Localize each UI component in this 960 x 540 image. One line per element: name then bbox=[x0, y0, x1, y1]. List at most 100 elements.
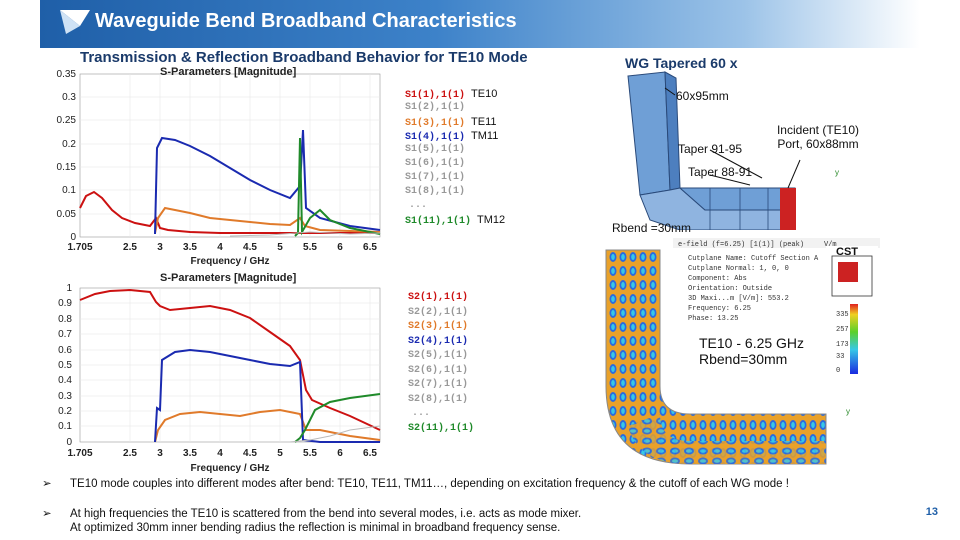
legend-top-8: S1(11),1(1) TM12 bbox=[405, 214, 506, 227]
field-prop-0: Cutplane Name: Cutoff Section A bbox=[688, 255, 819, 263]
x-tick-top-8: 6 bbox=[337, 242, 343, 253]
waveguide-3d-model: y bbox=[610, 70, 850, 230]
series-tm11-reflection bbox=[154, 129, 381, 235]
x-tick-bottom-1: 2.5 bbox=[123, 448, 137, 459]
y-tick-bottom-2: 0.8 bbox=[58, 314, 72, 325]
y-tick-bottom-1: 0.9 bbox=[58, 298, 72, 309]
taper-88-91-label: Taper 88-91 bbox=[688, 165, 753, 179]
x-tick-top-3: 3.5 bbox=[183, 242, 197, 253]
legend-bottom-0: S2(1),1(1) bbox=[408, 292, 469, 303]
series-minor-modes bbox=[229, 231, 381, 237]
field-prop-1: Cutplane Normal: 1, 0, 0 bbox=[688, 265, 789, 273]
x-axis-label-bottom: Frequency / GHz bbox=[191, 463, 270, 474]
series-te11-transmission bbox=[154, 408, 381, 443]
scale-1: 257 bbox=[836, 326, 849, 334]
legend-top-0: S1(1),1(1) TE10 bbox=[405, 88, 498, 101]
field-caption: TE10 - 6.25 GHz Rbend=30mm bbox=[696, 334, 808, 368]
x-tick-bottom-8: 6 bbox=[337, 448, 343, 459]
y-tick-top-0: 0.35 bbox=[57, 69, 77, 80]
legend-bottom-1: S2(2),1(1) bbox=[408, 306, 469, 318]
field-prop-2: Component: Abs bbox=[688, 275, 747, 283]
legend-top-2: S1(3),1(1) TE11 bbox=[405, 116, 497, 129]
field-prop-3: Orientation: Outside bbox=[688, 285, 772, 293]
y-tick-bottom-8: 0.2 bbox=[58, 406, 72, 417]
x-tick-bottom-6: 5 bbox=[277, 448, 283, 459]
scale-2: 173 bbox=[836, 341, 849, 349]
x-tick-bottom-7: 5.5 bbox=[303, 448, 317, 459]
bottom-s-parameter-chart: 1 0.9 0.8 0.7 0.6 0.5 0.4 0.3 0.2 0.1 0 … bbox=[58, 283, 381, 474]
top-legend: S1(1),1(1) TE10 S1(2),1(1) S1(3),1(1) TE… bbox=[405, 88, 505, 228]
bullet-3: At optimized 30mm inner bending radius t… bbox=[70, 522, 561, 534]
legend-bottom-7: S2(8),1(1) bbox=[408, 393, 469, 405]
legend-bottom-6: S2(7),1(1) bbox=[408, 379, 469, 390]
top-s-parameter-chart: 0.35 0.3 0.25 0.2 0.15 0.1 0.05 0 1.705 … bbox=[57, 69, 381, 267]
series-te10-transmission bbox=[79, 288, 381, 431]
field-prop-4: 3D Maxi...m [V/m]: 553.2 bbox=[688, 295, 789, 303]
bullet-1: ➢ TE10 mode couples into different modes … bbox=[42, 478, 789, 490]
x-axis-label-top: Frequency / GHz bbox=[191, 256, 270, 267]
x-tick-top-1: 2.5 bbox=[123, 242, 137, 253]
legend-top-4: S1(5),1(1) bbox=[405, 144, 466, 155]
legend-top-5: S1(6),1(1) bbox=[405, 158, 466, 169]
field-prop-5: Frequency: 6.25 bbox=[688, 305, 751, 313]
y-tick-top-6: 0.05 bbox=[57, 209, 77, 220]
rbend-label: Rbend =30mm bbox=[612, 221, 692, 235]
bullet-2: ➢ At high frequencies the TE10 is scatter… bbox=[42, 508, 582, 520]
y-tick-bottom-3: 0.7 bbox=[58, 329, 72, 340]
top-chart-title: S-Parameters [Magnitude] bbox=[160, 66, 297, 78]
scale-3: 33 bbox=[836, 353, 844, 361]
y-tick-top-3: 0.2 bbox=[62, 139, 76, 150]
y-tick-bottom-5: 0.5 bbox=[58, 360, 72, 371]
series-tm11-transmission bbox=[154, 348, 380, 443]
logo-icon bbox=[60, 10, 90, 34]
scale-4: 0 bbox=[836, 367, 840, 375]
series-tm12-transmission bbox=[294, 393, 381, 443]
legend-bottom-8: S2(11),1(1) bbox=[408, 422, 475, 434]
legend-bottom-3: S2(4),1(1) bbox=[408, 335, 469, 347]
series-te11-reflection bbox=[154, 206, 381, 234]
axis-y-icon: y bbox=[835, 168, 839, 177]
scale-0: 335 bbox=[836, 311, 849, 319]
legend-top-ellipsis: ... bbox=[409, 200, 428, 211]
x-tick-bottom-9: 6.5 bbox=[363, 448, 377, 459]
x-tick-top-5: 4.5 bbox=[243, 242, 257, 253]
axis-y-icon-2: y bbox=[846, 407, 850, 416]
bottom-legend: S2(1),1(1) S2(2),1(1) S2(3),1(1) S2(4),1… bbox=[408, 292, 474, 437]
legend-top-3: S1(4),1(1) TM11 bbox=[405, 130, 499, 143]
waveguide-title: WG Tapered 60 x bbox=[625, 55, 738, 71]
y-tick-top-5: 0.1 bbox=[62, 185, 76, 196]
y-tick-bottom-0: 1 bbox=[66, 283, 72, 294]
series-tm12-reflection bbox=[294, 137, 381, 237]
legend-bottom-4: S2(5),1(1) bbox=[408, 350, 469, 361]
page-number: 13 bbox=[925, 506, 938, 518]
legend-top-6: S1(7),1(1) bbox=[405, 172, 466, 183]
taper-91-95-label: Taper 91-95 bbox=[678, 142, 743, 156]
x-tick-top-9: 6.5 bbox=[363, 242, 377, 253]
cst-logo: CST bbox=[836, 246, 858, 258]
page-title: Waveguide Bend Broadband Characteristics bbox=[95, 10, 517, 32]
bottom-chart-title: S-Parameters [Magnitude] bbox=[160, 272, 297, 284]
y-tick-bottom-9: 0.1 bbox=[58, 421, 72, 432]
x-tick-top-2: 3 bbox=[157, 242, 163, 253]
y-tick-bottom-10: 0 bbox=[66, 437, 72, 448]
x-tick-bottom-5: 4.5 bbox=[243, 448, 257, 459]
legend-top-7: S1(8),1(1) bbox=[405, 186, 466, 197]
field-header: e-field (f=6.25) [1(1)] (peak) bbox=[678, 241, 804, 249]
incident-port-label: Incident (TE10) Port, 60x88mm bbox=[776, 123, 860, 151]
y-tick-top-4: 0.15 bbox=[57, 162, 77, 173]
y-tick-top-2: 0.25 bbox=[57, 115, 77, 126]
x-tick-top-0: 1.705 bbox=[67, 242, 92, 253]
y-tick-bottom-6: 0.4 bbox=[58, 375, 72, 386]
x-tick-top-7: 5.5 bbox=[303, 242, 317, 253]
legend-bottom-ellipsis: ... bbox=[412, 408, 431, 419]
x-tick-bottom-0: 1.705 bbox=[67, 448, 92, 459]
x-tick-bottom-4: 4 bbox=[217, 448, 223, 459]
legend-bottom-5: S2(6),1(1) bbox=[408, 364, 469, 376]
wg-size-label: 60x95mm bbox=[676, 89, 729, 103]
input-port-marker bbox=[780, 188, 796, 230]
y-tick-top-1: 0.3 bbox=[62, 92, 76, 103]
y-tick-bottom-7: 0.3 bbox=[58, 391, 72, 402]
legend-top-1: S1(2),1(1) bbox=[405, 102, 466, 113]
y-tick-top-7: 0 bbox=[70, 232, 76, 243]
field-prop-6: Phase: 13.25 bbox=[688, 315, 738, 323]
